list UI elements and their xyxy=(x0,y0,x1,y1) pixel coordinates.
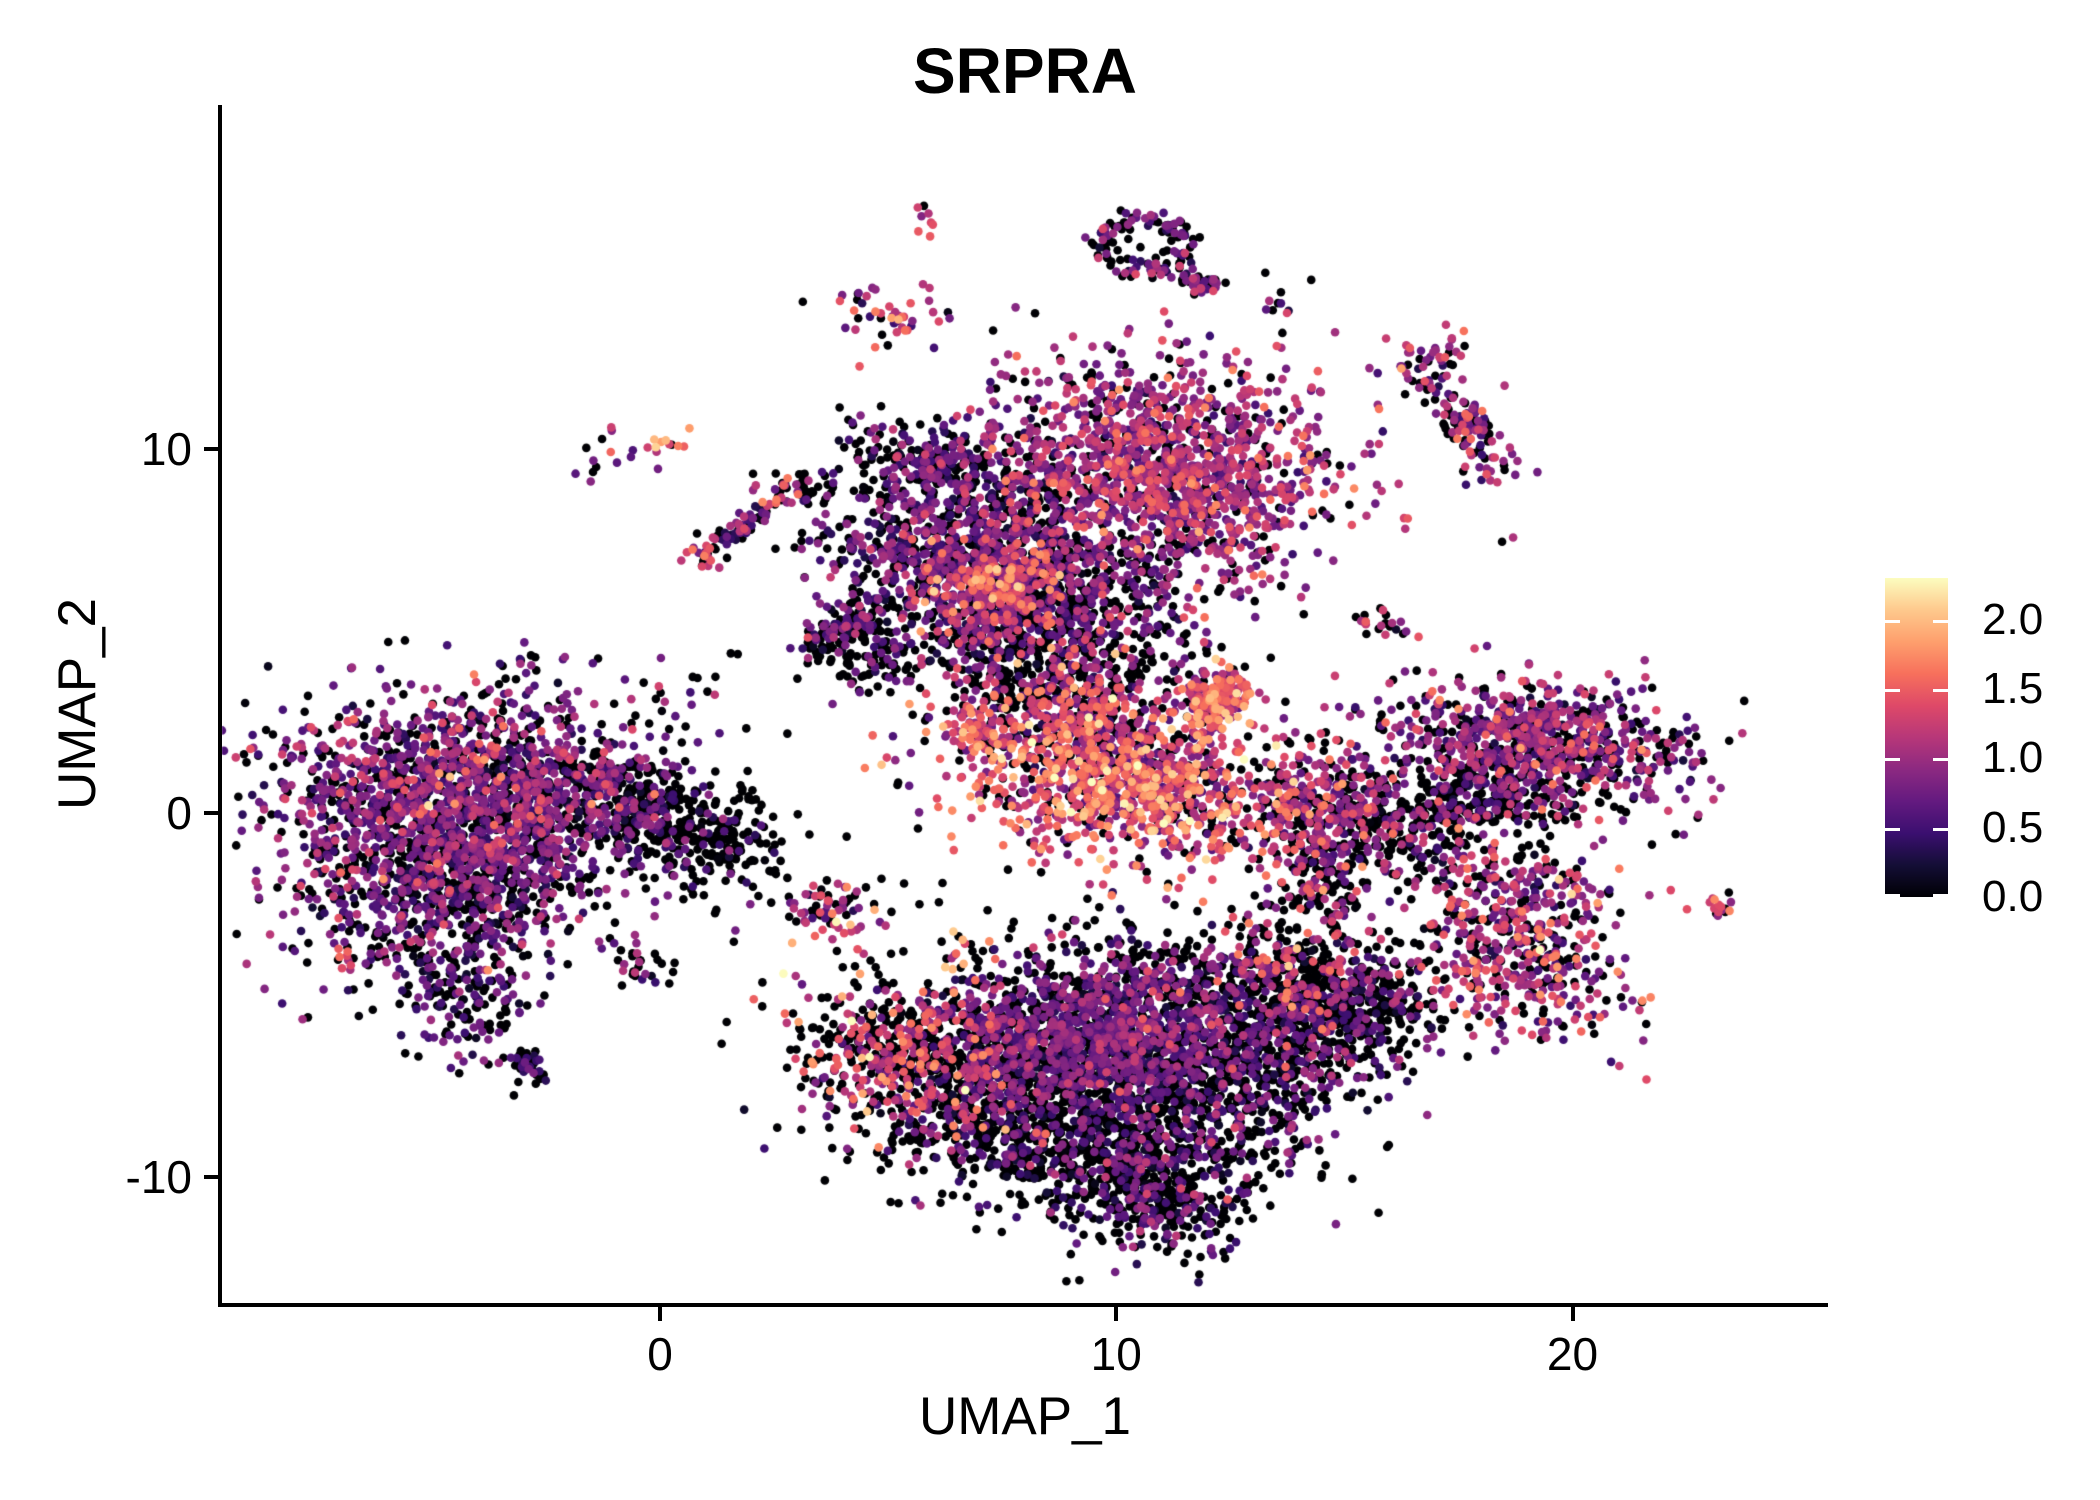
x-tick-label: 20 xyxy=(1546,1328,1599,1380)
y-tick-label: -10 xyxy=(125,1151,192,1204)
colorbar-tick-mark xyxy=(1885,619,1900,623)
x-tick-label: 0 xyxy=(647,1328,673,1380)
colorbar-tick-mark xyxy=(1933,758,1948,762)
colorbar-tick-mark xyxy=(1885,894,1900,897)
colorbar-tick-mark xyxy=(1885,827,1900,831)
colorbar-tick-label: 0.5 xyxy=(1982,802,2044,852)
colorbar-tick-mark xyxy=(1933,688,1948,692)
x-axis-label: UMAP_1 xyxy=(918,1387,1132,1446)
x-tick-mark xyxy=(658,1307,662,1321)
y-axis-label: UMAP_2 xyxy=(48,597,107,811)
x-tick-label: 10 xyxy=(1090,1328,1142,1380)
y-tick-mark xyxy=(204,1175,218,1180)
x-axis-line xyxy=(218,1303,1828,1307)
x-tick-mark xyxy=(1570,1307,1575,1321)
y-axis-line xyxy=(218,105,222,1303)
colorbar-gradient xyxy=(1885,578,1948,897)
plot-title: SRPRA xyxy=(912,35,1138,107)
colorbar-tick-label: 1.0 xyxy=(1982,733,2044,783)
colorbar-tick-mark xyxy=(1933,827,1948,831)
colorbar-legend xyxy=(1885,578,1948,897)
y-tick-label: 10 xyxy=(140,423,192,476)
colorbar-tick-mark xyxy=(1885,688,1900,692)
colorbar-tick-label: 1.5 xyxy=(1982,663,2044,713)
x-tick-mark xyxy=(1114,1307,1119,1321)
colorbar-tick-label: 2.0 xyxy=(1982,594,2044,644)
colorbar-tick-mark xyxy=(1885,758,1900,762)
y-tick-mark xyxy=(204,447,218,452)
colorbar-tick-mark xyxy=(1933,619,1948,623)
y-tick-label: 0 xyxy=(166,787,192,840)
colorbar-tick-label: 0.0 xyxy=(1982,872,2044,921)
y-tick-mark xyxy=(204,811,218,816)
colorbar-tick-mark xyxy=(1933,894,1948,897)
